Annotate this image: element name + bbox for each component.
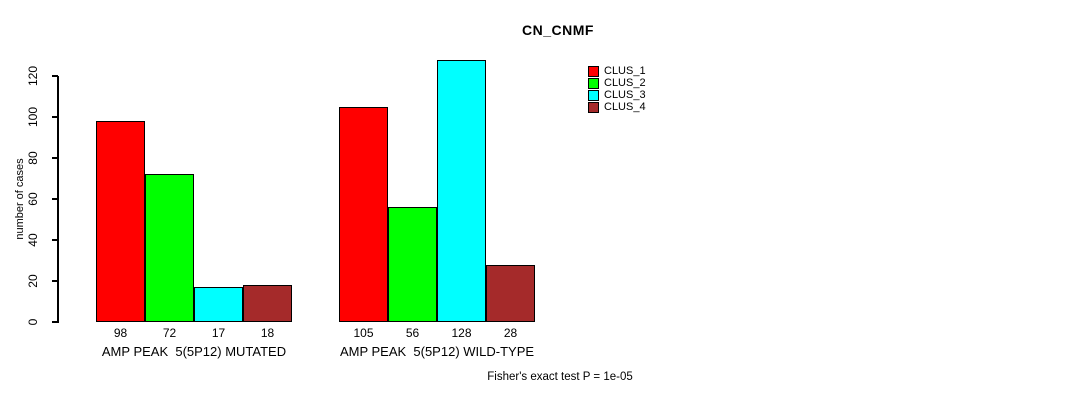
legend-label: CLUS_3 xyxy=(604,89,646,101)
bar-value-label: 28 xyxy=(503,326,518,340)
group-label-mutated: AMP PEAK 5(5P12) MUTATED xyxy=(101,344,287,359)
group-label-wild-type: AMP PEAK 5(5P12) WILD-TYPE xyxy=(339,344,535,359)
legend-label: CLUS_1 xyxy=(604,65,646,77)
bar-clus_2-group2 xyxy=(388,207,437,322)
legend-label: CLUS_2 xyxy=(604,77,646,89)
y-tick-mark xyxy=(51,280,58,282)
bar-clus_3-group2 xyxy=(437,59,486,322)
y-tick-mark xyxy=(51,321,58,323)
legend-swatch-clus_3 xyxy=(588,89,599,101)
bar-clus_1-group2 xyxy=(339,106,388,322)
y-tick-label: 120 xyxy=(26,65,40,87)
y-tick-label: 20 xyxy=(26,274,40,288)
y-tick-label: 60 xyxy=(26,192,40,206)
legend-item-clus_4: CLUS_4 xyxy=(588,101,646,113)
bar-clus_2-group1 xyxy=(145,174,194,322)
bar-value-label: 72 xyxy=(162,326,177,340)
legend-swatch-clus_1 xyxy=(588,65,599,77)
legend-item-clus_1: CLUS_1 xyxy=(588,65,646,77)
bar-value-label: 18 xyxy=(260,326,275,340)
bar-value-label: 105 xyxy=(353,326,374,340)
legend-swatch-clus_4 xyxy=(588,101,599,113)
y-tick-mark xyxy=(51,75,58,77)
y-tick-mark xyxy=(51,116,58,118)
y-tick-mark xyxy=(51,157,58,159)
y-tick-mark xyxy=(51,198,58,200)
bar-clus_4-group2 xyxy=(486,264,535,322)
bar-value-label: 128 xyxy=(451,326,472,340)
chart-title: CN_CNMF xyxy=(522,22,594,38)
fisher-test-annotation: Fisher's exact test P = 1e-05 xyxy=(487,371,633,383)
legend-label: CLUS_4 xyxy=(604,101,646,113)
y-tick-label: 0 xyxy=(26,318,40,326)
bar-clus_3-group1 xyxy=(194,287,243,322)
legend-item-clus_2: CLUS_2 xyxy=(588,77,646,89)
y-tick-label: 40 xyxy=(26,233,40,247)
y-tick-mark xyxy=(51,239,58,241)
y-tick-label: 100 xyxy=(26,106,40,128)
bar-value-label: 56 xyxy=(405,326,420,340)
bar-value-label: 17 xyxy=(211,326,226,340)
y-tick-label: 80 xyxy=(26,151,40,165)
legend-swatch-clus_2 xyxy=(588,77,599,89)
bar-value-label: 98 xyxy=(113,326,128,340)
bar-clus_4-group1 xyxy=(243,285,292,322)
legend-item-clus_3: CLUS_3 xyxy=(588,89,646,101)
bar-clus_1-group1 xyxy=(96,121,145,322)
